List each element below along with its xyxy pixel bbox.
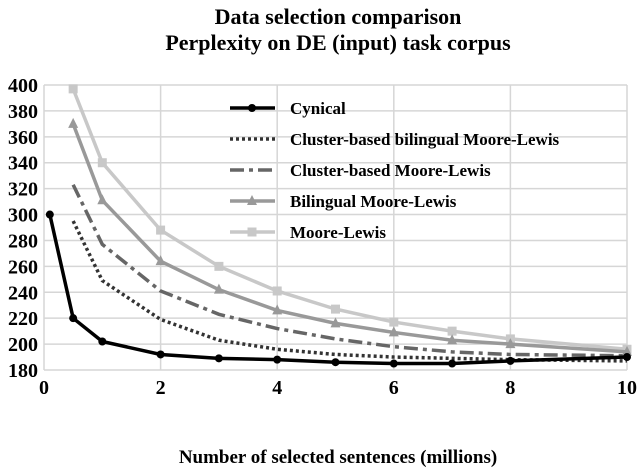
- x-tick-label: 0: [39, 377, 49, 399]
- data-point: [156, 225, 166, 235]
- y-tick-label: 360: [8, 127, 38, 149]
- legend-label: Cynical: [290, 99, 346, 118]
- data-point: [97, 158, 107, 168]
- legend-label: Cluster-based bilingual Moore-Lewis: [290, 130, 560, 149]
- x-tick-label: 2: [156, 377, 166, 399]
- series-cynical: [45, 210, 631, 368]
- y-tick-label: 400: [8, 75, 38, 97]
- data-point: [331, 358, 340, 367]
- y-tick-label: 320: [8, 179, 38, 201]
- x-axis-label: Number of selected sentences (millions): [179, 447, 497, 468]
- x-tick-label: 10: [617, 377, 637, 399]
- data-point: [213, 283, 224, 294]
- legend-item: Cluster-based Moore-Lewis: [230, 161, 491, 180]
- series-line: [71, 88, 628, 352]
- data-point: [273, 355, 282, 364]
- series-line: [71, 123, 628, 354]
- series-line: [71, 183, 628, 358]
- x-tick-label: 8: [505, 377, 515, 399]
- data-point: [155, 255, 166, 266]
- data-point: [447, 326, 457, 336]
- data-point: [214, 354, 223, 363]
- data-point: [68, 117, 79, 128]
- data-point: [97, 194, 108, 205]
- data-point: [45, 210, 54, 219]
- chart-title-line-1: Data selection comparison: [215, 4, 462, 29]
- legend-item: Cynical: [230, 99, 346, 118]
- data-point: [247, 195, 257, 205]
- y-tick-label: 300: [8, 205, 38, 227]
- x-tick-label: 6: [389, 377, 399, 399]
- data-point: [68, 84, 78, 94]
- data-point: [247, 227, 257, 237]
- data-point: [330, 317, 341, 328]
- y-tick-label: 200: [8, 334, 38, 356]
- data-point: [506, 356, 515, 365]
- legend-item: Bilingual Moore-Lewis: [230, 192, 457, 211]
- series-bilingual-moore-lewis: [68, 117, 632, 356]
- data-point: [156, 350, 165, 359]
- data-point: [98, 337, 107, 346]
- data-point: [69, 314, 78, 323]
- legend-label: Cluster-based Moore-Lewis: [290, 161, 491, 180]
- series-cluster-based-moore-lewis: [71, 183, 628, 358]
- data-point: [272, 286, 282, 296]
- data-point: [505, 338, 516, 349]
- data-point: [448, 359, 457, 368]
- data-point: [331, 304, 340, 314]
- legend-item: Moore-Lewis: [230, 223, 386, 242]
- y-tick-label: 240: [8, 282, 38, 304]
- data-point: [623, 353, 631, 362]
- y-tick-label: 260: [8, 256, 38, 278]
- data-point: [248, 104, 256, 112]
- x-tick-label: 4: [272, 377, 282, 399]
- data-point: [214, 261, 224, 271]
- data-point: [622, 345, 632, 356]
- y-tick-label: 280: [8, 230, 38, 252]
- data-point: [272, 304, 283, 315]
- y-tick-label: 220: [8, 308, 38, 330]
- data-point: [447, 334, 458, 345]
- data-point: [389, 317, 399, 327]
- data-point: [388, 326, 399, 337]
- y-tick-label: 340: [8, 153, 38, 175]
- chart-title-line-2: Perplexity on DE (input) task corpus: [165, 30, 511, 55]
- legend-item: Cluster-based bilingual Moore-Lewis: [230, 130, 560, 149]
- y-tick-label: 180: [8, 360, 38, 382]
- y-tick-label: 380: [8, 101, 38, 123]
- legend-label: Bilingual Moore-Lewis: [290, 192, 457, 211]
- data-point: [389, 359, 398, 368]
- legend-label: Moore-Lewis: [290, 223, 386, 242]
